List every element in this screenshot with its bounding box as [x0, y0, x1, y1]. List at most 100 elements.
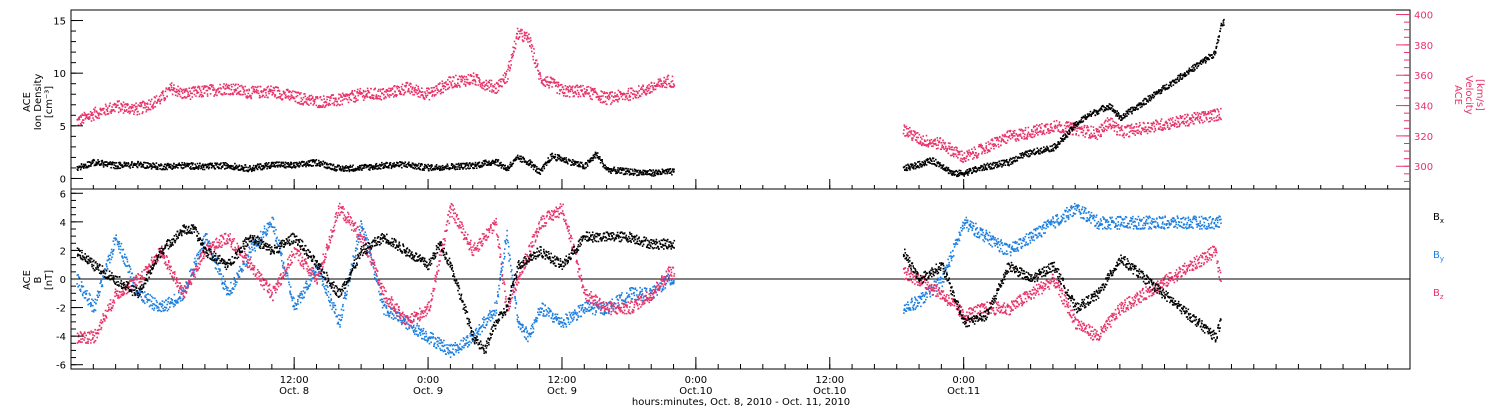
- density-point: [431, 164, 433, 166]
- velocity-point: [992, 145, 995, 148]
- density-point: [483, 161, 486, 163]
- velocity-point: [665, 78, 667, 81]
- density-point: [991, 167, 993, 170]
- density-point: [318, 161, 321, 164]
- velocity-point: [96, 116, 99, 119]
- density-point: [571, 161, 573, 163]
- velocity-point: [391, 93, 394, 95]
- velocity-point: [357, 94, 360, 97]
- velocity-point: [1044, 125, 1046, 128]
- velocity-point: [366, 96, 368, 98]
- velocity-point: [145, 106, 148, 108]
- density-point: [211, 162, 213, 165]
- velocity-point: [409, 92, 412, 95]
- density-point: [381, 163, 384, 166]
- velocity-point: [205, 89, 208, 92]
- velocity-point: [156, 101, 158, 104]
- velocity-point: [1120, 128, 1122, 131]
- velocity-point: [1209, 110, 1212, 112]
- density-point: [427, 167, 430, 170]
- velocity-point: [176, 88, 178, 91]
- density-point: [163, 165, 166, 168]
- density-point: [97, 159, 99, 161]
- velocity-point: [934, 142, 937, 145]
- density-point: [1187, 69, 1190, 72]
- velocity-point: [571, 90, 574, 92]
- velocity-point: [986, 149, 989, 151]
- velocity-point: [607, 94, 610, 96]
- velocity-point: [970, 152, 973, 155]
- density-point: [478, 166, 481, 169]
- velocity-point: [911, 137, 913, 140]
- density-point: [1217, 41, 1219, 44]
- density-point: [1071, 130, 1074, 132]
- velocity-point: [1076, 130, 1078, 132]
- velocity-point: [1125, 126, 1128, 129]
- velocity-point: [559, 90, 561, 92]
- density-point: [1023, 155, 1025, 157]
- velocity-point: [457, 84, 460, 86]
- velocity-point: [1168, 128, 1170, 130]
- density-point: [1074, 126, 1076, 129]
- velocity-point: [1145, 129, 1148, 131]
- velocity-point: [1012, 135, 1015, 137]
- density-point: [529, 159, 531, 161]
- density-point: [114, 162, 116, 164]
- velocity-point: [583, 88, 586, 90]
- velocity-point: [253, 90, 256, 92]
- velocity-point: [284, 91, 286, 94]
- density-point: [604, 164, 606, 167]
- velocity-point: [645, 88, 647, 91]
- velocity-point: [1189, 117, 1191, 119]
- velocity-point: [966, 155, 968, 158]
- density-point: [968, 172, 970, 174]
- velocity-point: [133, 113, 135, 115]
- velocity-ylabel-line-1: ACE: [1452, 85, 1463, 105]
- velocity-point: [306, 98, 308, 101]
- density-point: [412, 167, 414, 169]
- velocity-point: [258, 94, 261, 97]
- velocity-point: [456, 84, 458, 87]
- density-point: [84, 164, 87, 166]
- velocity-point: [375, 97, 377, 100]
- velocity-point: [306, 102, 308, 105]
- velocity-point: [570, 86, 572, 88]
- velocity-point: [419, 90, 421, 93]
- density-point: [227, 164, 229, 166]
- velocity-point: [997, 143, 999, 146]
- velocity-point: [239, 90, 242, 92]
- density-point: [202, 168, 204, 171]
- velocity-point: [988, 143, 990, 146]
- velocity-point: [464, 78, 466, 81]
- density-point: [569, 160, 571, 162]
- velocity-point: [1053, 120, 1055, 123]
- velocity-point: [526, 35, 529, 37]
- density-point: [626, 172, 628, 175]
- velocity-point: [1137, 129, 1139, 131]
- velocity-point: [562, 92, 564, 95]
- velocity-point: [1153, 125, 1156, 128]
- velocity-point: [298, 101, 300, 104]
- velocity-point: [1011, 134, 1013, 137]
- velocity-point: [561, 91, 564, 93]
- velocity-point: [149, 108, 152, 111]
- density-point: [90, 161, 92, 164]
- velocity-point: [528, 37, 530, 40]
- velocity-point: [268, 88, 271, 91]
- velocity-point: [924, 144, 927, 146]
- velocity-point: [332, 94, 334, 96]
- velocity-point: [597, 99, 600, 101]
- velocity-point: [602, 92, 605, 95]
- velocity-point: [488, 81, 490, 84]
- density-point: [1053, 149, 1055, 152]
- velocity-point: [389, 87, 392, 90]
- density-point: [666, 172, 668, 175]
- velocity-point: [182, 88, 185, 91]
- velocity-point: [492, 86, 494, 88]
- velocity-point: [926, 143, 928, 146]
- velocity-point: [642, 89, 645, 92]
- density-point: [100, 164, 102, 166]
- velocity-point: [1085, 132, 1088, 134]
- velocity-point: [1080, 126, 1083, 128]
- density-point: [379, 164, 382, 166]
